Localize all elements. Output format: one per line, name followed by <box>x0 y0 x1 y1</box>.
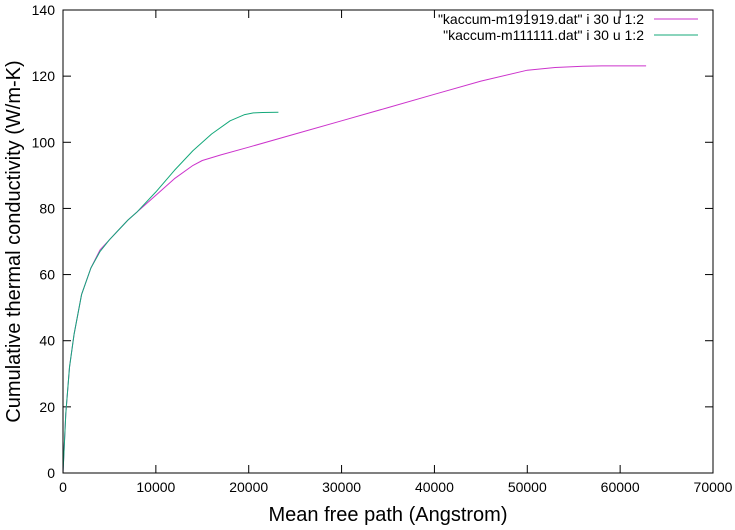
y-tick-label: 120 <box>32 68 56 84</box>
x-axis-label: Mean free path (Angstrom) <box>269 504 508 526</box>
x-tick-label: 70000 <box>694 479 733 495</box>
y-tick-label: 40 <box>39 333 55 349</box>
y-tick-label: 100 <box>32 134 56 150</box>
legend-label-1: "kaccum-m191919.dat" i 30 u 1:2 <box>438 11 644 27</box>
y-tick-label: 0 <box>47 465 55 481</box>
legend: "kaccum-m191919.dat" i 30 u 1:2"kaccum-m… <box>438 11 698 43</box>
y-tick-label: 140 <box>32 2 56 18</box>
axis-tick-labels: 0 10000 20000 30000 40000 50000 60000 70000 0 20 4… <box>32 2 733 495</box>
y-tick-label: 80 <box>39 200 55 216</box>
x-tick-label: 60000 <box>601 479 640 495</box>
series-line-1 <box>62 65 647 474</box>
x-tick-label: 40000 <box>415 479 454 495</box>
x-tick-label: 50000 <box>508 479 547 495</box>
axis-ticks <box>62 9 714 474</box>
x-tick-label: 20000 <box>229 479 268 495</box>
series-lines <box>62 65 647 474</box>
x-tick-label: 10000 <box>136 479 175 495</box>
plot-frame <box>62 9 714 474</box>
y-axis-label: Cumulative thermal conductivity (W/m-K) <box>3 60 25 422</box>
y-tick-label: 60 <box>39 267 55 283</box>
legend-label-2: "kaccum-m111111.dat" i 30 u 1:2 <box>443 27 644 43</box>
series-line-2 <box>62 111 279 474</box>
y-tick-label: 20 <box>39 399 55 415</box>
x-tick-label: 0 <box>59 479 67 495</box>
x-tick-label: 30000 <box>322 479 361 495</box>
